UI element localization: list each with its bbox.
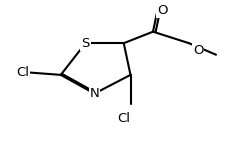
Text: Cl: Cl [117, 112, 130, 125]
Text: N: N [90, 87, 99, 100]
Text: Cl: Cl [16, 66, 29, 78]
Text: O: O [193, 44, 203, 57]
Text: O: O [157, 4, 167, 17]
Text: S: S [81, 37, 90, 50]
